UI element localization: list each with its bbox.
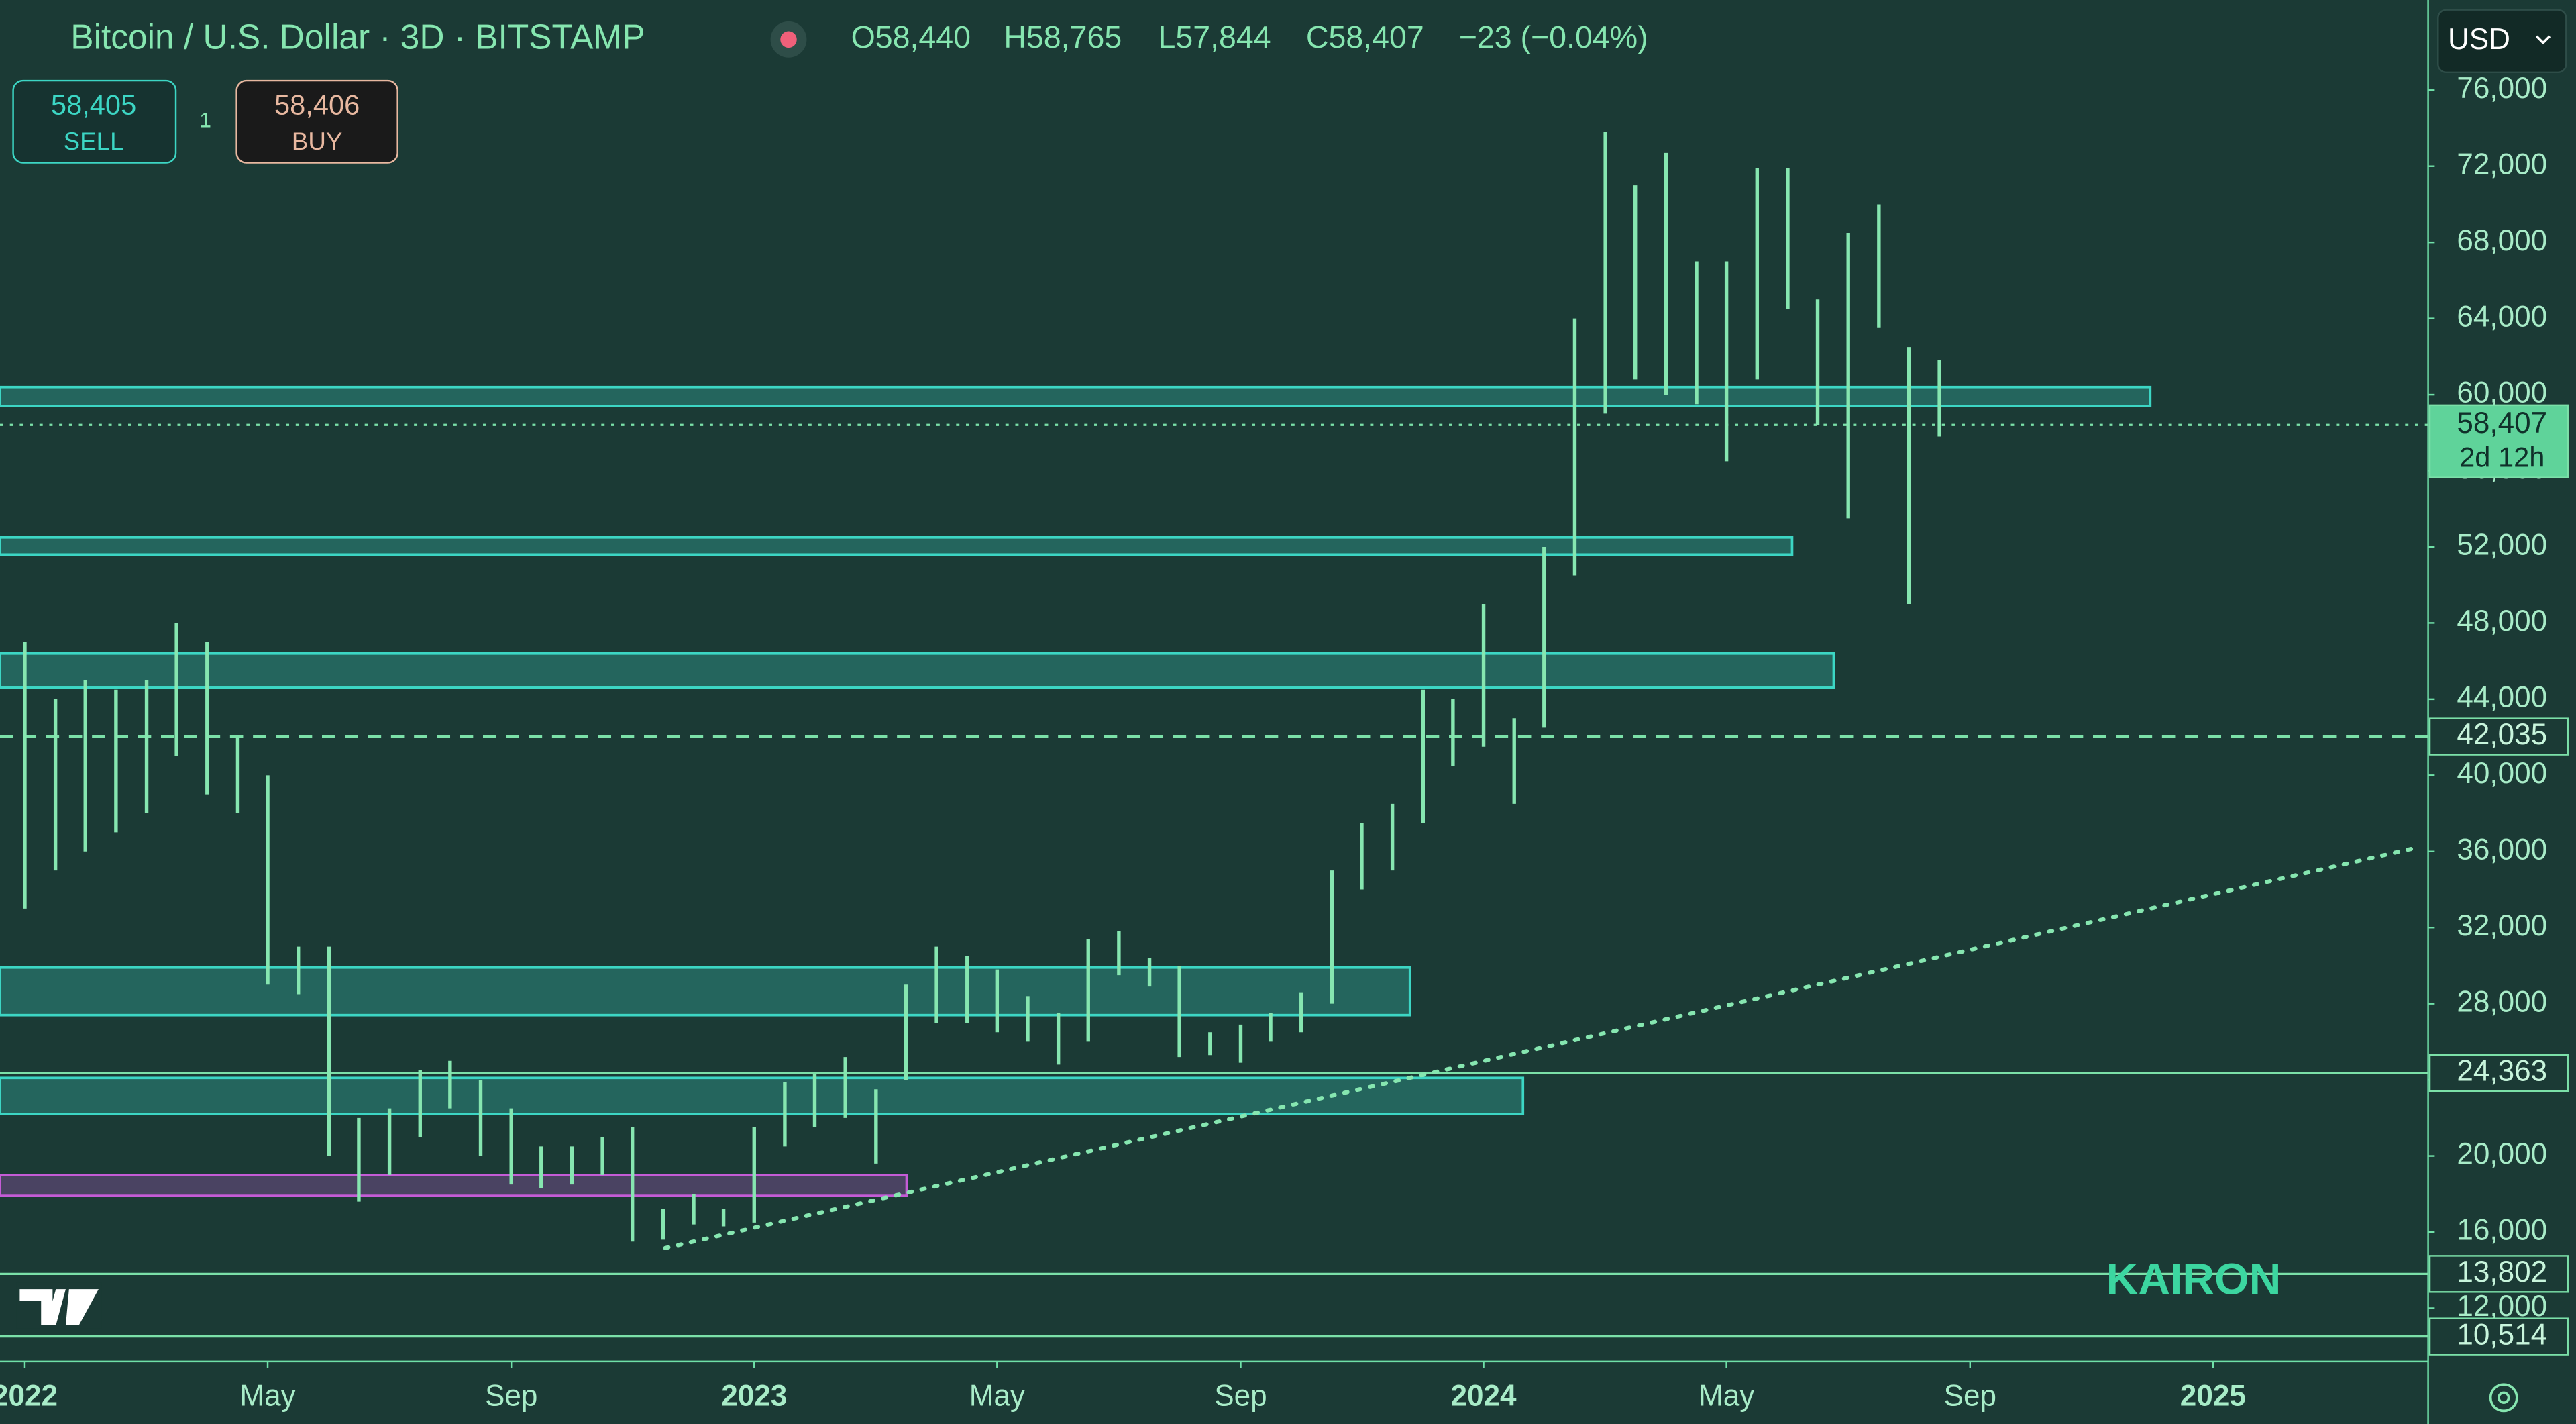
watermark: KAIRON [2106,1255,2282,1305]
price-countdown: 2d 12h [2459,442,2544,473]
buy-box[interactable] [235,79,398,164]
currency-box[interactable] [2437,9,2567,74]
price-label-box [2428,404,2569,478]
y-tick-label: 60,000 [2457,376,2547,409]
x-tick-label: May [1699,1379,1754,1412]
zone [0,536,1794,556]
ohlc-open: O58,440 [851,19,971,54]
trendline [663,844,2422,1250]
currency-label[interactable]: USD [2448,23,2510,56]
ohlc-low: L57,844 [1159,19,1271,54]
y-tick-label: 12,000 [2457,1290,2547,1323]
price-label: 58,407 [2457,407,2547,440]
chart-title: Bitcoin / U.S. Dollar · 3D · BITSTAMP [70,17,645,56]
zone [0,385,2152,407]
spread: 1 [199,108,211,132]
x-tick-label: Sep [1214,1379,1267,1412]
status-dot [780,31,797,48]
x-tick-label: 2022 [0,1379,58,1412]
price-label-box [2428,1054,2569,1092]
header: Bitcoin / U.S. Dollar · 3D · BITSTAMP O5… [12,9,2567,164]
price-label-box [2428,1255,2569,1293]
x-tick-label: Sep [485,1379,537,1412]
sell-price[interactable]: 58,405 [51,89,136,120]
x-tick-label: 2025 [2180,1379,2246,1412]
logo [19,1289,99,1325]
price-label-box [2428,1317,2569,1356]
price-label: 24,363 [2457,1054,2547,1087]
sell-label[interactable]: SELL [64,128,124,155]
y-tick-label: 36,000 [2457,833,2547,866]
price-label: 13,802 [2457,1256,2547,1288]
y-tick-label: 32,000 [2457,909,2547,942]
y-tick-label: 16,000 [2457,1214,2547,1247]
x-tick-label: May [969,1379,1025,1412]
y-tick-label: 20,000 [2457,1137,2547,1170]
x-tick-label: 2024 [1451,1379,1517,1412]
y-tick-label: 72,000 [2457,148,2547,181]
y-tick-label: 68,000 [2457,224,2547,257]
chevron [2535,35,2551,45]
ohlc-change: −23 (−0.04%) [1459,19,1648,54]
sell-button[interactable]: 58,405 SELL [12,79,177,164]
y-tick-label: 40,000 [2457,757,2547,790]
ohlc-high: H58,765 [1004,19,1122,54]
currency-select[interactable]: USD [2437,9,2567,74]
y-tick-label: 28,000 [2457,985,2547,1018]
buy-price[interactable]: 58,406 [274,89,360,120]
x-tick-label: 2023 [721,1379,787,1412]
settings-button[interactable] [2489,1383,2518,1413]
y-tick-label: 48,000 [2457,605,2547,638]
price-label: 10,514 [2457,1318,2547,1351]
zone [0,652,1835,689]
y-tick-label: 44,000 [2457,681,2547,714]
zone [0,1076,1525,1116]
x-tick-label: May [239,1379,295,1412]
price-label-box [2428,717,2569,756]
settings-icon[interactable] [2489,1383,2518,1413]
y-tick-label: 64,000 [2457,300,2547,333]
zone [0,966,1411,1017]
buy-label[interactable]: BUY [292,128,343,155]
y-tick-label: 52,000 [2457,529,2547,562]
plot: 12,00016,00020,00024,00028,00032,00036,0… [0,72,2547,1412]
sell-box[interactable] [12,79,177,164]
ohlc-close: C58,407 [1306,19,1424,54]
price-label: 42,035 [2457,718,2547,751]
x-tick-label: Sep [1944,1379,1996,1412]
buy-button[interactable]: 58,406 BUY [235,79,398,164]
y-tick-label: 76,000 [2457,72,2547,105]
tradingview-logo [16,1282,102,1329]
zone [0,1174,908,1197]
settings-icon-center [2498,1391,2510,1404]
